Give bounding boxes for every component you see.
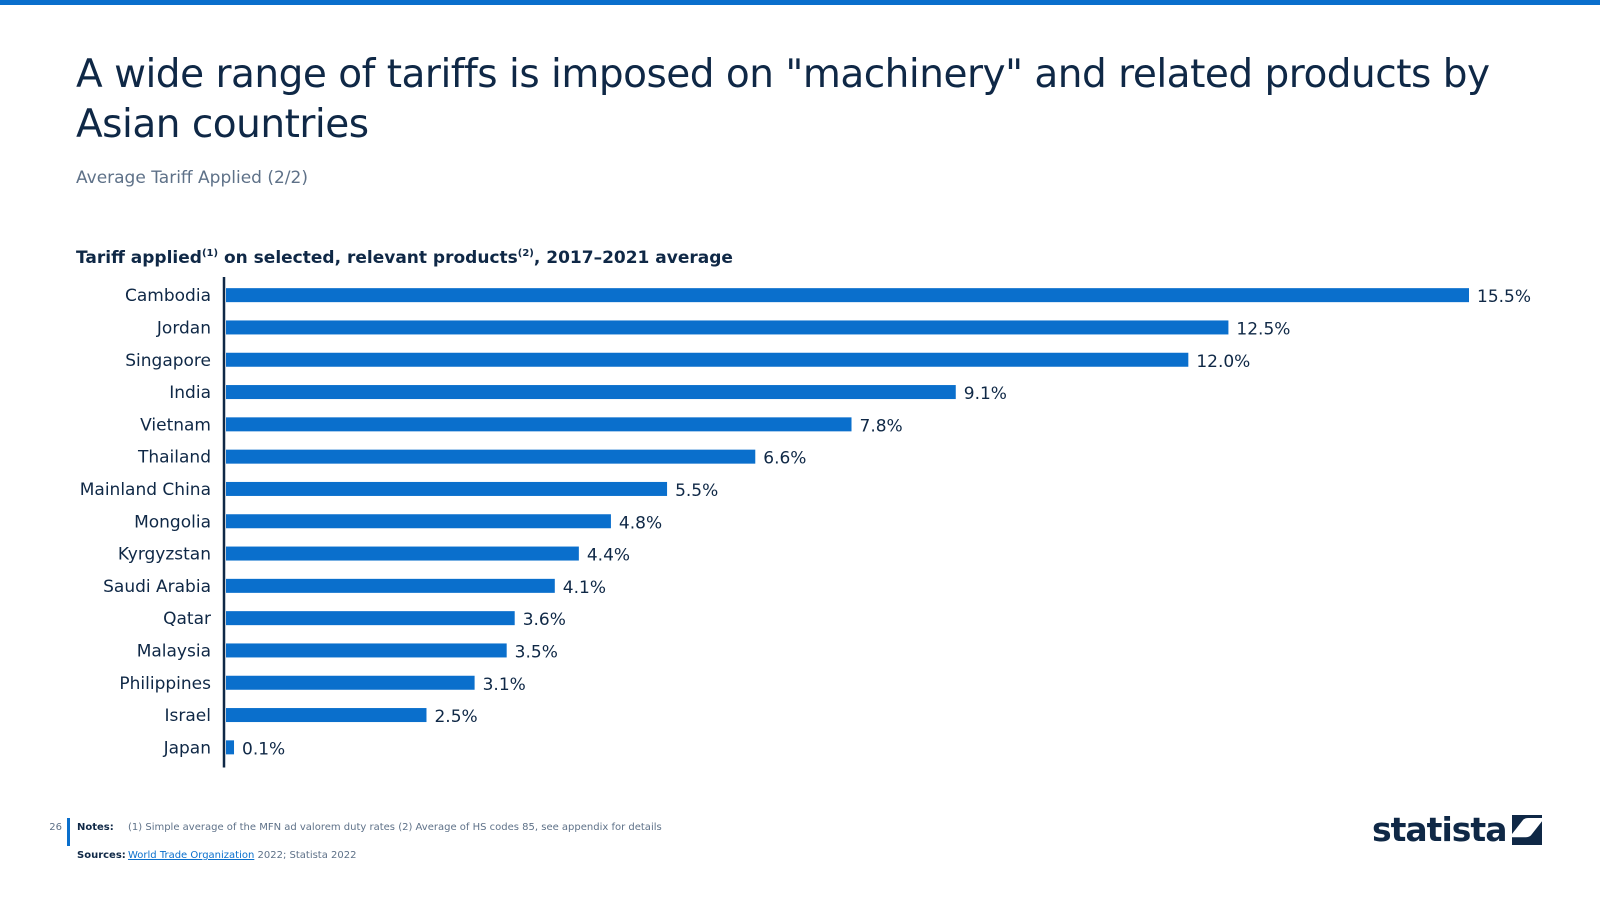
source-link-wto[interactable]: World Trade Organization xyxy=(128,850,255,861)
top-accent-bar xyxy=(0,0,1600,5)
chart-title-footnote-1: (1) xyxy=(201,248,219,259)
bar-chart: Cambodia 15.5% Jordan 12.5% Singapore 12.0% In… xyxy=(80,277,1531,768)
bar xyxy=(226,288,1469,303)
value-label: 15.5% xyxy=(1477,287,1531,307)
page-subtitle: Average Tariff Applied (2/2) xyxy=(76,168,308,188)
category-label: Malaysia xyxy=(137,641,211,661)
page-title: A wide range of tariffs is imposed on "m… xyxy=(76,52,1490,147)
value-label: 0.1% xyxy=(242,739,285,759)
value-label: 5.5% xyxy=(675,481,718,501)
notes-text: (1) Simple average of the MFN ad valorem… xyxy=(128,822,662,833)
category-label: Philippines xyxy=(119,674,211,694)
value-label: 3.6% xyxy=(523,610,566,630)
bar xyxy=(226,611,515,626)
category-label: India xyxy=(169,383,211,403)
statista-wordmark: statista xyxy=(1372,810,1507,849)
chart-title-part1: Tariff applied xyxy=(76,248,202,268)
bar xyxy=(226,481,668,496)
value-label: 4.1% xyxy=(563,578,606,598)
category-label: Kyrgyzstan xyxy=(118,545,211,565)
bar xyxy=(226,514,611,529)
bar xyxy=(226,385,956,400)
category-label: Qatar xyxy=(163,609,211,629)
sources-text: World Trade Organization 2022; Statista … xyxy=(128,850,357,861)
value-label: 7.8% xyxy=(860,416,903,436)
value-label: 12.0% xyxy=(1196,352,1250,372)
chart-title: Tariff applied(1) on selected, relevant … xyxy=(76,248,733,268)
bar xyxy=(226,320,1229,335)
source-rest: 2022; Statista 2022 xyxy=(254,850,357,861)
chart-title-part3: , 2017–2021 average xyxy=(533,248,733,268)
bar xyxy=(226,417,852,432)
value-label: 12.5% xyxy=(1236,319,1290,339)
value-label: 3.5% xyxy=(515,642,558,662)
bar xyxy=(226,546,579,561)
chart-title-part2: on selected, relevant products xyxy=(218,248,518,268)
value-label: 3.1% xyxy=(483,675,526,695)
bar xyxy=(226,578,555,593)
bar xyxy=(226,675,475,690)
statista-logo-icon xyxy=(1512,814,1543,845)
category-label: Vietnam xyxy=(140,415,211,435)
bar xyxy=(226,740,235,755)
notes-label: Notes: xyxy=(77,822,114,833)
category-label: Mongolia xyxy=(134,512,211,532)
category-label: Singapore xyxy=(125,351,211,371)
category-label: Thailand xyxy=(137,448,211,468)
category-label: Israel xyxy=(165,706,211,726)
value-label: 6.6% xyxy=(763,449,806,469)
category-label: Japan xyxy=(163,738,211,758)
value-label: 4.8% xyxy=(619,513,662,533)
value-label: 4.4% xyxy=(587,546,630,566)
bar xyxy=(226,449,756,464)
bar xyxy=(226,708,427,723)
value-label: 9.1% xyxy=(964,384,1007,404)
chart-title-footnote-2: (2) xyxy=(517,248,534,259)
category-label: Saudi Arabia xyxy=(103,577,211,597)
category-label: Jordan xyxy=(156,318,211,338)
sources-label: Sources: xyxy=(77,850,126,861)
bar xyxy=(226,643,507,658)
category-label: Cambodia xyxy=(125,286,211,306)
bar xyxy=(226,352,1189,367)
category-label: Mainland China xyxy=(80,480,211,500)
value-label: 2.5% xyxy=(434,707,477,727)
page-number: 26 xyxy=(49,822,62,833)
footer-accent-line xyxy=(67,818,70,846)
statista-logo: statista xyxy=(1372,810,1543,849)
